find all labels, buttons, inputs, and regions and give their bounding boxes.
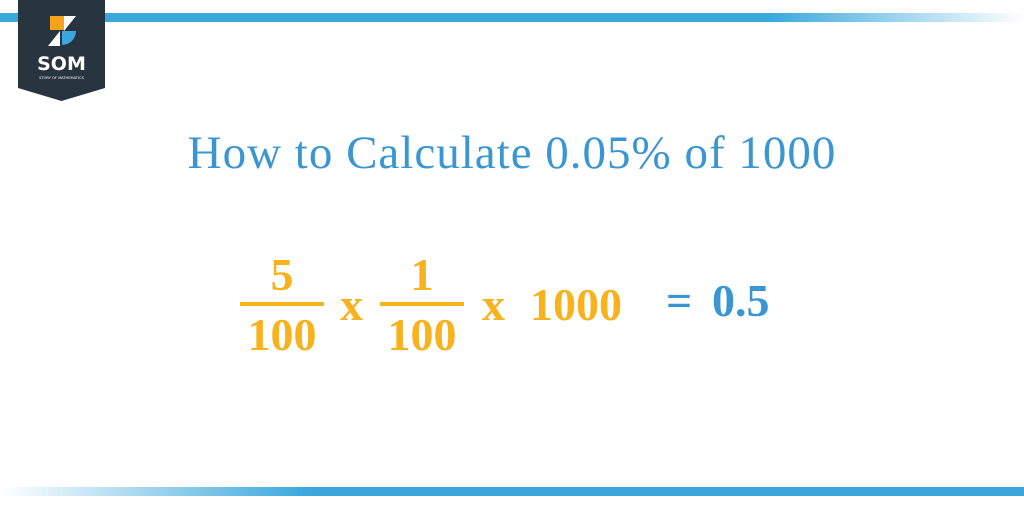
multiplier: 1000 (530, 279, 622, 330)
logo-text: SOM (37, 53, 86, 75)
times-sign: x (482, 279, 505, 330)
fraction-2: 1 100 (380, 249, 464, 360)
som-logo: SOM STORY OF MATHEMATICS (18, 0, 105, 101)
fraction-bar (240, 302, 324, 306)
times-sign: x (340, 279, 363, 330)
page-title: How to Calculate 0.05% of 1000 (187, 127, 837, 179)
numerator: 1 (410, 249, 434, 300)
logo-subtitle: STORY OF MATHEMATICS (39, 76, 84, 80)
bottom-accent-bar (0, 487, 1024, 496)
equation: 5 100 x 1 100 x 1000 = 0.5 (0, 250, 1024, 370)
result: 0.5 (712, 275, 770, 326)
fraction-bar (380, 302, 464, 306)
denominator: 100 (247, 309, 317, 360)
fraction-1: 5 100 (240, 249, 324, 360)
denominator: 100 (387, 309, 457, 360)
top-accent-bar (0, 13, 1024, 22)
equals-sign: = (666, 275, 693, 326)
numerator: 5 (270, 249, 294, 300)
